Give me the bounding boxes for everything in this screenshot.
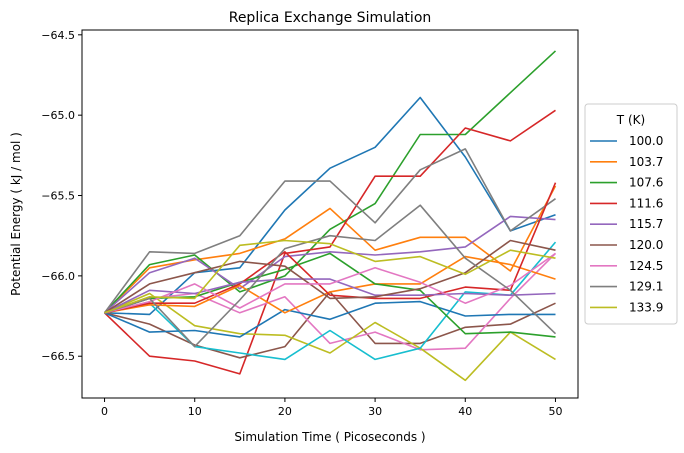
x-tick-label: 50 [548, 405, 562, 418]
legend-label: 115.7 [629, 217, 663, 231]
legend-box [584, 103, 678, 325]
x-axis: 0 10 20 30 40 50 [101, 398, 562, 418]
plot-area [81, 29, 579, 399]
y-axis-label: Potential Energy ( kJ / mol ) [9, 132, 23, 296]
y-tick-label: −65.0 [41, 109, 75, 122]
series-line-12 [104, 255, 556, 314]
y-tick-label: −65.5 [41, 190, 75, 203]
series-line-16 [104, 239, 556, 314]
series-layer [103, 50, 557, 382]
series-line-10 [104, 241, 557, 361]
series-line-7 [104, 252, 557, 351]
legend-label: 100.0 [629, 134, 663, 148]
series-line-4 [103, 109, 556, 375]
legend-title: T (K) [616, 113, 645, 127]
series-line-18 [104, 204, 557, 348]
x-axis-label: Simulation Time ( Picoseconds ) [234, 430, 425, 444]
series-line-17 [104, 252, 556, 314]
x-tick-label: 0 [101, 405, 108, 418]
legend: T (K) 100.0 103.7 107.6 111.6 115.7 120.0 124.… [584, 103, 678, 325]
legend-label: 111.6 [629, 196, 663, 210]
series-line-14 [104, 182, 557, 314]
y-tick-label: −66.5 [41, 350, 75, 363]
legend-label: 107.6 [629, 176, 663, 190]
chart-title: Replica Exchange Simulation [229, 10, 432, 26]
x-tick-label: 30 [368, 405, 382, 418]
y-tick-label: −66.0 [41, 270, 75, 283]
x-tick-label: 40 [458, 405, 472, 418]
series-line-9 [104, 292, 556, 382]
series-line-8 [103, 148, 556, 314]
series-line-15 [104, 278, 556, 314]
y-tick-label: −64.5 [41, 29, 75, 42]
legend-label: 120.0 [629, 238, 663, 252]
series-line-1 [104, 96, 556, 316]
series-line-3 [103, 50, 557, 314]
legend-label: 103.7 [629, 155, 663, 169]
legend-label: 124.5 [629, 259, 663, 273]
series-line-19 [104, 239, 556, 314]
legend-label: 129.1 [629, 280, 663, 294]
x-tick-label: 20 [278, 405, 292, 418]
y-axis: −64.5 −65.0 −65.5 −66.0 −66.5 [41, 29, 82, 363]
series-line-5 [103, 215, 556, 314]
legend-label: 133.9 [629, 300, 663, 314]
x-tick-label: 10 [188, 405, 202, 418]
legend-items: 100.0 103.7 107.6 111.6 115.7 120.0 124.5 129.1… [590, 134, 663, 314]
